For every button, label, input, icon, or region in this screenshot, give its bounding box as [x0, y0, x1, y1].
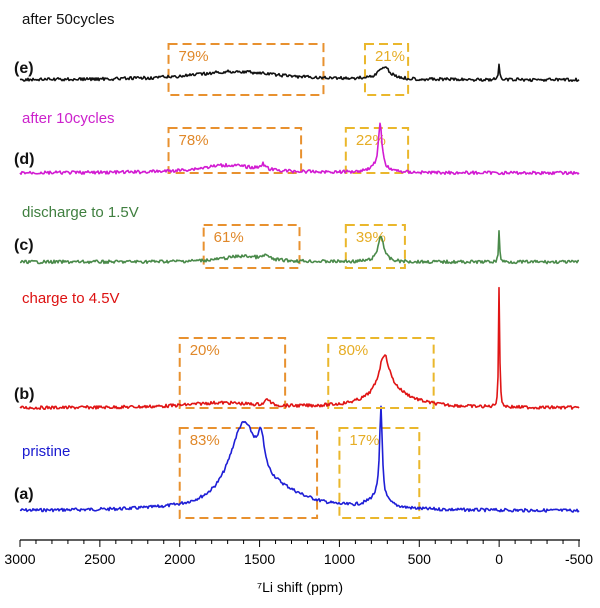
region-box-d-1	[167, 127, 303, 174]
region-percent-e-2: 21%	[375, 48, 405, 65]
region-box-d-2	[344, 127, 410, 174]
series-tag-c: (c)	[14, 237, 34, 254]
region-percent-b-2: 80%	[338, 342, 368, 359]
region-percent-a-2: 17%	[349, 432, 379, 449]
series-label-c: discharge to 1.5V	[22, 204, 139, 221]
region-box-c-2	[344, 224, 406, 269]
region-percent-a-1: 83%	[190, 432, 220, 449]
spectrum-line-c	[19, 230, 580, 265]
spectrum-line-b	[19, 286, 580, 410]
region-box-b-2	[327, 337, 435, 409]
region-box-e-2	[363, 43, 410, 96]
spectrum-line-e	[19, 63, 580, 83]
region-box-e-1	[167, 43, 325, 96]
x-tick-label: 0	[495, 551, 503, 567]
region-box-a-1	[178, 427, 319, 519]
x-tick-label: 2000	[164, 551, 195, 567]
region-percent-e-1: 79%	[179, 48, 209, 65]
x-tick-label: 1000	[324, 551, 355, 567]
x-tick-label: 1500	[244, 551, 275, 567]
region-percent-c-1: 61%	[214, 229, 244, 246]
x-tick-label: 3000	[4, 551, 35, 567]
region-box-c-1	[202, 224, 301, 269]
x-tick-label: 2500	[84, 551, 115, 567]
series-tag-b: (b)	[14, 386, 35, 403]
series-label-b: charge to 4.5V	[22, 290, 120, 307]
x-tick-label: -500	[565, 551, 593, 567]
series-label-a: pristine	[22, 443, 71, 460]
series-tag-a: (a)	[14, 486, 34, 503]
series-tag-d: (d)	[14, 151, 35, 168]
region-percent-b-1: 20%	[190, 342, 220, 359]
x-axis-label: ⁷Li shift (ppm)	[257, 579, 343, 595]
series-label-e: after 50cycles	[22, 11, 115, 28]
region-box-a-2	[338, 427, 421, 519]
series-tag-e: (e)	[14, 60, 34, 77]
series-label-d: after 10cycles	[22, 110, 115, 127]
spectrum-line-d	[19, 122, 580, 176]
spectrum-line-a	[19, 405, 580, 513]
region-percent-d-1: 78%	[179, 132, 209, 149]
x-tick-label: 500	[408, 551, 432, 567]
region-box-b-1	[178, 337, 287, 409]
